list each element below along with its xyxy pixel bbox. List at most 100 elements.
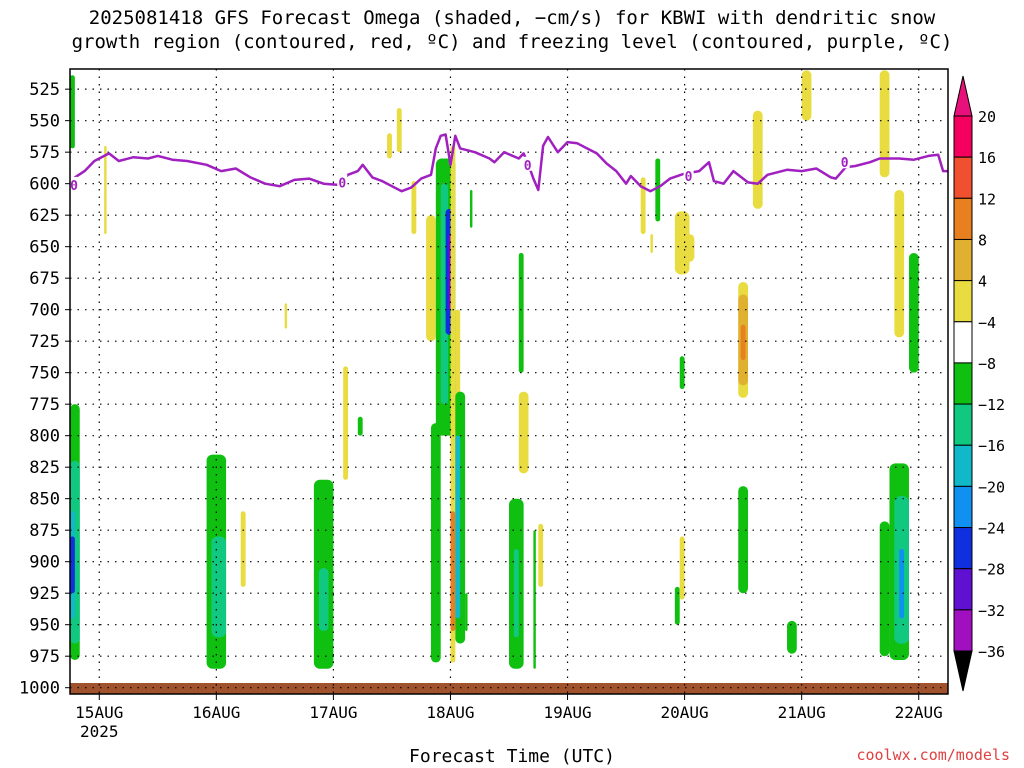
omega-cell-34: [533, 530, 536, 669]
colorbar-label-9: −20: [978, 478, 1005, 496]
omega-cell-16: [411, 181, 417, 235]
title-line-1: 2025081418 GFS Forecast Omega (shaded, −…: [88, 7, 936, 29]
omega-cell-36: [640, 177, 646, 235]
omega-cell-24: [450, 511, 456, 631]
y-tick-label-6: 675: [29, 269, 60, 289]
chart-title: 2025081418 GFS Forecast Omega (shaded, −…: [0, 6, 1024, 54]
colorbar-swatch-6: [953, 362, 973, 405]
omega-cell-40: [684, 234, 695, 262]
omega-cell-50: [801, 70, 812, 121]
omega-cell-37: [650, 234, 653, 253]
colorbar-label-0: 20: [978, 108, 996, 126]
omega-cell-42: [679, 536, 685, 600]
omega-cell-18: [430, 423, 441, 663]
omega-cell-32: [518, 252, 524, 373]
x-axis-title: Forecast Time (UTC): [409, 746, 615, 767]
y-tick-label-3: 600: [29, 175, 60, 195]
colorbar-swatch-10: [953, 527, 973, 570]
colorbar-swatch-9: [953, 485, 973, 529]
omega-cell-11: [318, 567, 329, 631]
x-tick-label-0: 15AUG: [75, 703, 123, 722]
colorbar-swatch-0: [953, 115, 973, 158]
y-tick-label-9: 750: [29, 364, 60, 384]
freezing-label-bg-2: [522, 156, 533, 171]
omega-cell-33: [518, 391, 529, 474]
omega-cell-8: [240, 511, 246, 587]
freezing-level-label-1: 0: [338, 176, 346, 191]
omega-cell-47: [738, 486, 749, 594]
omega-cell-51: [879, 70, 890, 178]
y-tick-label-10: 775: [29, 395, 60, 415]
y-tick-label-15: 900: [29, 553, 60, 573]
omega-cell-28: [465, 593, 468, 631]
colorbar-label-11: −28: [978, 561, 1005, 579]
y-tick-label-18: 975: [29, 647, 60, 667]
freezing-level-layer: 0 0 0 0 0: [68, 133, 948, 194]
x-tick-label-7: 22AUG: [895, 703, 943, 722]
omega-cell-12: [343, 366, 349, 480]
x-tick-label-3: 18AUG: [426, 703, 474, 722]
colorbar-label-7: −12: [978, 396, 1005, 414]
x-tick-label-2: 17AUG: [309, 703, 357, 722]
omega-shading-layer: [70, 70, 919, 669]
colorbar-label-13: −36: [978, 643, 1005, 661]
omega-cell-57: [908, 252, 919, 373]
omega-cell-55: [899, 549, 905, 619]
omega-cell-9: [284, 303, 288, 329]
x-tick-label-4: 19AUG: [543, 703, 591, 722]
freezing-label-bg-0: [69, 176, 79, 191]
y-tick-label-1: 550: [29, 112, 60, 132]
colorbar-swatch-4: [953, 280, 973, 323]
colorbar-swatch-8: [953, 444, 973, 487]
plot-frame: [69, 68, 949, 695]
omega-cell-41: [674, 586, 680, 625]
colorbar-swatch-11: [953, 568, 973, 611]
freezing-level-label-3: 0: [685, 170, 693, 185]
colorbar-label-5: −4: [978, 314, 996, 332]
omega-cell-7: [211, 536, 227, 638]
site-credit: coolwx.com/models: [856, 746, 1010, 764]
colorbar-label-12: −32: [978, 602, 1005, 620]
colorbar-label-10: −24: [978, 520, 1005, 538]
omega-cell-43: [679, 356, 685, 390]
omega-cell-38: [655, 158, 661, 222]
y-axis: 525 550 575 600 625 650 675 700 725 750 775 800 825 8…: [19, 80, 70, 699]
omega-cell-15: [396, 108, 402, 153]
colorbar-label-4: 4: [978, 273, 987, 291]
omega-cell-49: [787, 620, 797, 654]
y-tick-label-7: 700: [29, 301, 60, 321]
freezing-label-bg-3: [683, 168, 694, 183]
y-tick-label-0: 525: [29, 80, 60, 100]
colorbar-top-arrow: [953, 75, 973, 117]
freezing-label-bg-1: [337, 174, 348, 189]
colorbar-label-2: 12: [978, 190, 996, 208]
y-tick-label-5: 650: [29, 238, 60, 258]
y-tick-label-11: 800: [29, 427, 60, 447]
omega-cell-29: [469, 189, 473, 228]
omega-cell-14: [387, 133, 392, 159]
colorbar: 20 16 12 8 4 −4 −8 −12 −16 −20 −24 −28 −32 −36: [953, 75, 1005, 692]
x-tick-sublabel-0: 2025: [80, 722, 119, 741]
colorbar-label-3: 8: [978, 231, 987, 249]
colorbar-bottom-arrow: [953, 650, 973, 692]
x-tick-label-1: 16AUG: [192, 703, 240, 722]
omega-cell-48: [752, 110, 763, 209]
freezing-label-bg-4: [839, 154, 850, 169]
y-tick-label-19: 1000: [19, 679, 60, 699]
colorbar-swatch-5: [953, 321, 973, 364]
y-tick-label-16: 925: [29, 584, 60, 604]
colorbar-label-8: −16: [978, 437, 1005, 455]
colorbar-swatch-3: [953, 238, 973, 282]
x-tick-label-5: 20AUG: [661, 703, 709, 722]
omega-cell-0: [70, 75, 75, 149]
title-line-2: growth region (contoured, red, ºC) and f…: [71, 31, 953, 53]
omega-cell-52: [879, 521, 890, 657]
omega-cell-35: [538, 523, 544, 587]
y-tick-label-2: 575: [29, 143, 60, 163]
freezing-level-line: [68, 133, 948, 193]
y-tick-label-12: 825: [29, 458, 60, 478]
ground-layer: [70, 683, 948, 694]
colorbar-label-6: −8: [978, 355, 996, 373]
freezing-level-label-0: 0: [70, 179, 78, 194]
